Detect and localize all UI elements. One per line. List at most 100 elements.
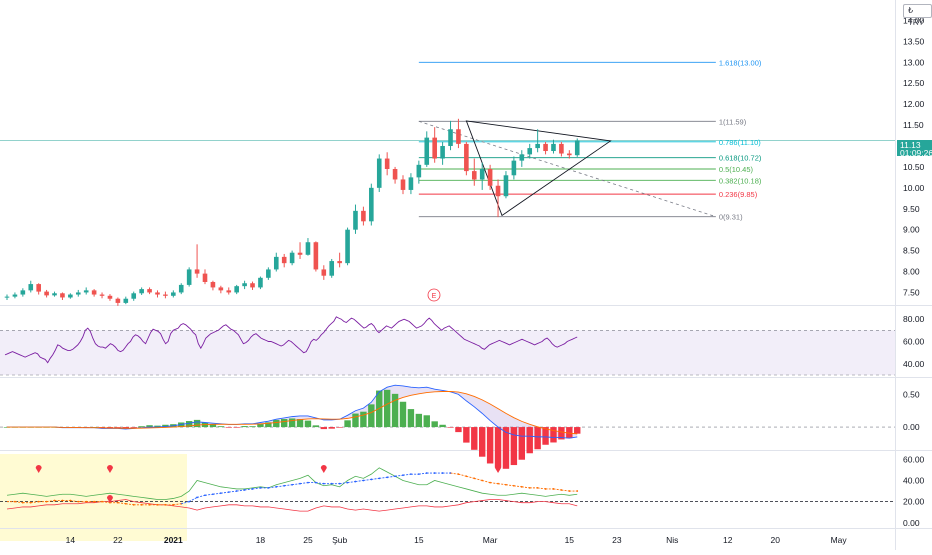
candle <box>511 156 517 180</box>
candle-body <box>28 284 34 291</box>
candle-body <box>115 298 121 303</box>
candle-body <box>281 256 287 264</box>
macd-line <box>7 384 578 439</box>
macd-histogram-bar <box>463 427 470 443</box>
time-axis-tick: 15 <box>414 535 424 545</box>
candle <box>155 290 160 298</box>
adx-highlight-zone <box>0 454 187 541</box>
adx-line-segment <box>292 483 301 486</box>
adx-line-segment <box>387 475 396 478</box>
macd-histogram-bar <box>399 401 407 428</box>
candle <box>147 287 152 295</box>
macd-histogram-bar <box>415 413 423 428</box>
candle-body <box>273 256 279 270</box>
candle-body <box>384 158 390 170</box>
candle-body <box>574 140 580 156</box>
macd-histogram-bar <box>566 427 573 439</box>
candle <box>12 292 18 299</box>
adx-line-segment <box>402 473 411 476</box>
candle <box>313 241 319 272</box>
axes: 14.0013.5013.0012.5012.0011.5011.0010.50… <box>66 15 925 545</box>
candle-body <box>369 187 374 222</box>
macd-histogram-bar <box>185 421 193 428</box>
candle-body <box>210 281 216 288</box>
time-axis-tick: 12 <box>723 535 733 545</box>
macd-signal-line <box>7 391 578 435</box>
candle-body <box>12 294 18 297</box>
candle-body <box>313 242 319 270</box>
adx-line-segment <box>236 489 245 492</box>
candle-body <box>91 290 97 295</box>
candle-body <box>551 143 556 152</box>
candle-body <box>440 145 445 159</box>
price-axis-tick: 9.00 <box>903 225 920 235</box>
price-axis-tick: 13.00 <box>903 57 925 67</box>
adx-point <box>576 490 579 492</box>
rsi-panel[interactable] <box>0 316 895 376</box>
macd-histogram-bar <box>257 424 264 428</box>
candle-body <box>495 185 501 197</box>
candle-body <box>543 143 548 152</box>
last-price-badge: 11.13 01:09:26 <box>897 140 932 157</box>
candle <box>440 141 445 165</box>
price-panel[interactable]: 1.618(13.00) 1(11.59) 0.786(11.10) 0.618(10… <box>0 58 895 306</box>
candle-body <box>392 169 398 180</box>
macd-axis-tick: 0.50 <box>903 389 920 399</box>
candle <box>408 173 414 195</box>
macd-histogram-bar <box>312 425 320 428</box>
price-axis-tick: 12.00 <box>903 99 925 109</box>
signal-marker-icon <box>106 465 113 473</box>
adx-line-segment <box>505 484 514 487</box>
time-axis-tick: 25 <box>303 535 313 545</box>
candle <box>44 289 49 298</box>
adx-line-segment <box>418 472 427 475</box>
candle-body <box>559 143 564 154</box>
macd-panel[interactable] <box>0 384 895 469</box>
candle-body <box>171 292 176 296</box>
candle-body <box>471 171 477 180</box>
candle <box>4 294 10 300</box>
candle <box>400 175 406 195</box>
currency-badge[interactable]: ₺ TRY <box>903 4 932 27</box>
candle <box>384 152 390 176</box>
candle-body <box>408 177 414 190</box>
candle <box>448 120 453 151</box>
candle-body <box>234 286 239 293</box>
fib-level-label: 1(11.59) <box>719 117 747 126</box>
candle <box>519 150 525 167</box>
rsi-axis-tick: 60.00 <box>903 337 925 347</box>
macd-histogram-bar <box>146 425 153 428</box>
fib-level-label: 0.618(10.72) <box>719 154 762 163</box>
candle-body <box>68 294 73 298</box>
time-axis-tick: Şub <box>332 535 347 545</box>
adx-panel[interactable] <box>0 465 895 512</box>
candle-body <box>36 284 41 292</box>
candle-body <box>250 283 255 288</box>
candle-body <box>464 143 469 172</box>
candle <box>392 166 398 184</box>
candle-body <box>107 295 113 299</box>
candle-body <box>337 261 342 264</box>
macd-histogram-bar <box>106 427 114 428</box>
plus-di-line <box>6 467 578 500</box>
earnings-icon <box>427 288 441 302</box>
time-axis-tick: May <box>831 535 848 545</box>
candle-body <box>456 129 461 144</box>
macd-histogram-bar <box>241 426 248 428</box>
adx-line-segment <box>244 488 253 491</box>
candle-body <box>75 292 81 295</box>
candle-body <box>361 210 366 222</box>
candle-body <box>297 252 303 255</box>
adx-line-segment <box>173 503 182 506</box>
candle <box>424 131 430 167</box>
candle <box>416 160 422 184</box>
triangle-pattern <box>465 120 612 217</box>
candle <box>273 252 279 272</box>
macd-histogram-bar <box>225 427 232 428</box>
price-axis-tick: 10.00 <box>903 183 925 193</box>
macd-histogram-bar <box>368 404 375 428</box>
candle-body <box>305 242 311 255</box>
macd-histogram-bar <box>471 427 478 450</box>
macd-histogram-bar <box>486 427 494 464</box>
